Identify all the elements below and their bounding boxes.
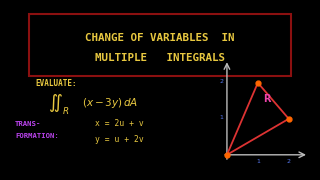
Text: $\iint_R$: $\iint_R$ xyxy=(48,93,69,117)
Text: y = u + 2v: y = u + 2v xyxy=(95,136,144,145)
Text: 2: 2 xyxy=(220,79,223,84)
Text: MULTIPLE   INTEGRALS: MULTIPLE INTEGRALS xyxy=(95,53,225,63)
Text: 2: 2 xyxy=(287,159,291,164)
Text: x = 2u + v: x = 2u + v xyxy=(95,120,144,129)
Text: EVALUATE:: EVALUATE: xyxy=(35,78,76,87)
Text: 1: 1 xyxy=(256,159,260,164)
Text: R: R xyxy=(263,94,271,104)
Text: TRANS-: TRANS- xyxy=(15,121,41,127)
Text: 1: 1 xyxy=(220,115,223,120)
Text: $(x-3y)\,dA$: $(x-3y)\,dA$ xyxy=(82,96,138,110)
Text: CHANGE OF VARIABLES  IN: CHANGE OF VARIABLES IN xyxy=(85,33,235,43)
Text: FORMATION:: FORMATION: xyxy=(15,133,59,139)
